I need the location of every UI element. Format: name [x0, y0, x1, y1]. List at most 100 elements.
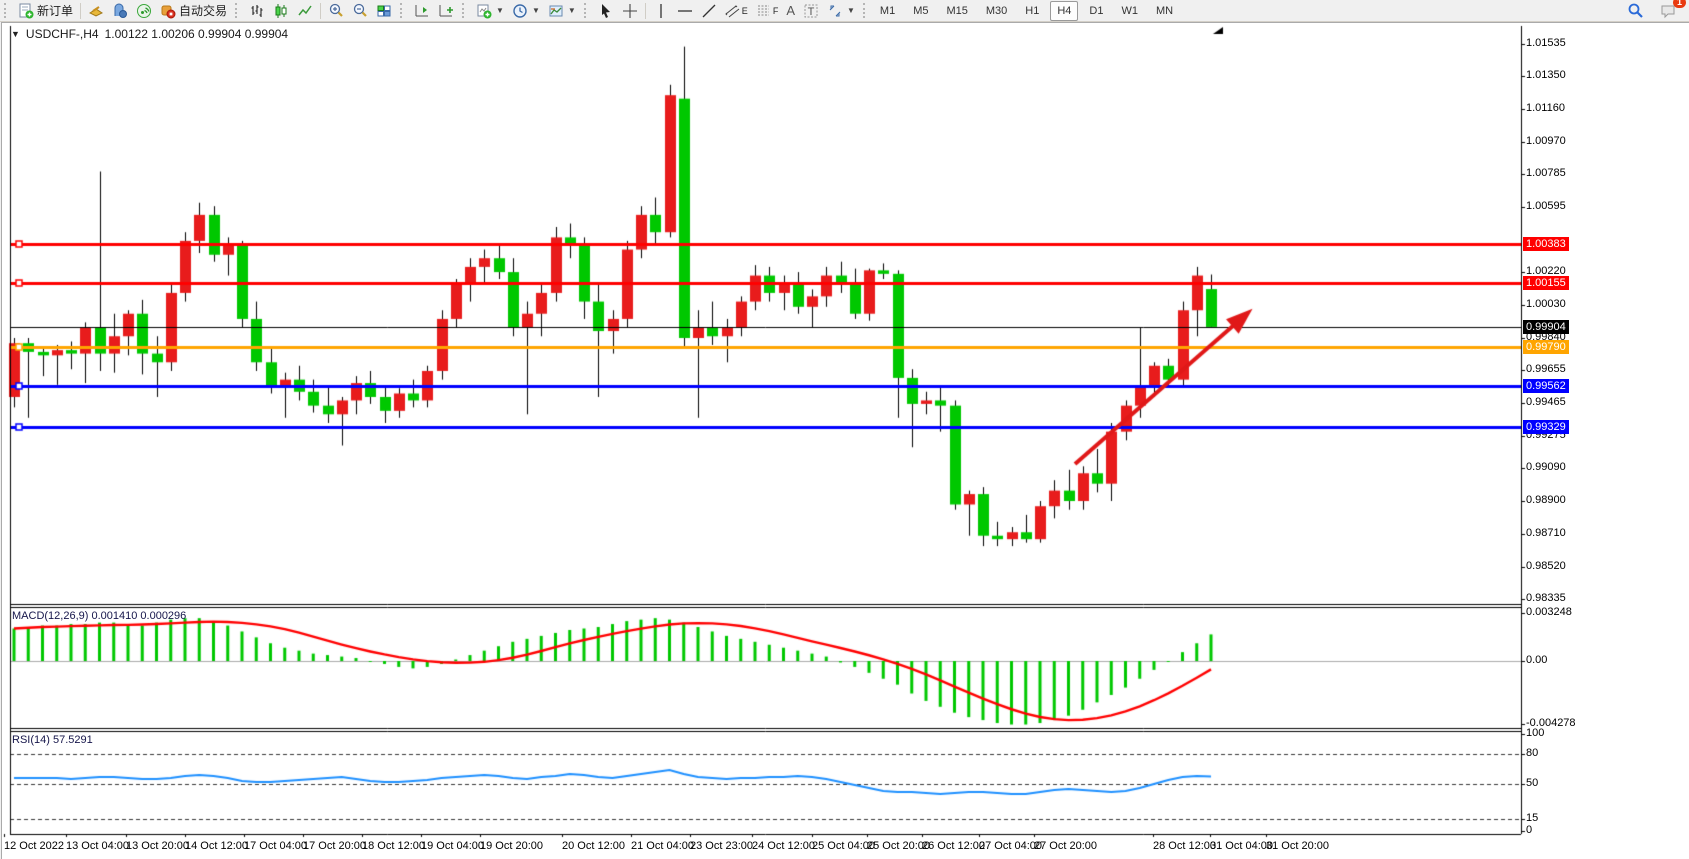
timeframe-m1[interactable]: M1	[879, 4, 896, 17]
toolbar-grip[interactable]	[583, 3, 591, 18]
toolbar-grip[interactable]	[462, 3, 469, 18]
time-axis-label: 17 Oct 04:00	[244, 840, 307, 852]
zoom-out-button[interactable]	[348, 1, 372, 21]
signals-button[interactable]	[132, 1, 156, 21]
price-line-badge: 1.00155	[1523, 276, 1569, 290]
crosshair-tool-button[interactable]	[618, 1, 642, 21]
signals-icon	[136, 3, 152, 19]
search-icon[interactable]	[1623, 1, 1648, 21]
price-tick-label: 0.99655	[1526, 363, 1566, 375]
trendline-tool-button[interactable]	[697, 1, 721, 21]
timeframe-m15[interactable]: M15	[946, 4, 968, 17]
svg-text:T: T	[808, 6, 815, 18]
dropdown-caret: ▼	[567, 6, 576, 15]
time-axis-label: 23 Oct 23:00	[690, 840, 753, 852]
macd-tick-label: 0.003248	[1526, 606, 1572, 618]
price-tick-label: 1.00030	[1526, 298, 1566, 310]
vertical-line-tool-button[interactable]	[649, 1, 673, 21]
text-tool-button[interactable]: A	[782, 1, 799, 21]
cursor-tool-button[interactable]	[594, 1, 618, 21]
collapse-ohlc-icon[interactable]: ▼	[11, 29, 20, 39]
chart-canvas[interactable]	[2, 23, 1689, 859]
candlestick-chart-button[interactable]	[269, 1, 293, 21]
text-tool-icon: A	[786, 3, 795, 18]
time-axis-label: 14 Oct 12:00	[185, 840, 248, 852]
candlestick-chart-icon	[273, 3, 289, 19]
dropdown-caret: ▼	[531, 6, 540, 15]
fibonacci-tool-button[interactable]: F	[752, 1, 783, 21]
line-chart-button[interactable]	[293, 1, 317, 21]
metaeditor-button[interactable]	[84, 1, 108, 21]
channel-tool-label: E	[741, 5, 748, 16]
line-chart-icon	[297, 3, 313, 19]
zoom-out-icon	[352, 3, 368, 19]
timeframe-mn[interactable]: MN	[1155, 4, 1174, 17]
fibonacci-icon	[756, 3, 772, 19]
time-axis-label: 27 Oct 04:00	[979, 840, 1042, 852]
rsi-tick-label: 100	[1526, 727, 1545, 739]
new-chart-button[interactable]: ▼	[472, 1, 508, 21]
toolbar-grip[interactable]	[235, 3, 242, 18]
new-order-button[interactable]: 新订单	[14, 1, 77, 21]
text-label-icon: T	[803, 3, 819, 19]
macd-indicator-label: MACD(12,26,9) 0.001410 0.000296	[12, 610, 187, 622]
time-axis-label: 13 Oct 04:00	[66, 840, 129, 852]
timeframe-m5[interactable]: M5	[913, 4, 929, 17]
price-line-badge: 1.00383	[1523, 237, 1569, 251]
bar-chart-button[interactable]	[245, 1, 269, 21]
market-button[interactable]	[108, 1, 132, 21]
templates-button[interactable]: ▼	[544, 1, 580, 21]
price-tick-label: 0.98520	[1526, 560, 1566, 572]
equidistant-channel-tool-button[interactable]: E	[721, 1, 752, 21]
timeframe-m30[interactable]: M30	[985, 4, 1008, 17]
time-axis-label: 19 Oct 20:00	[480, 840, 543, 852]
price-line-badge: 0.99790	[1523, 340, 1569, 354]
arrows-tool-icon	[827, 3, 843, 19]
rsi-tick-label: 80	[1526, 747, 1539, 759]
equidistant-channel-icon	[725, 3, 741, 19]
time-axis-label: 21 Oct 04:00	[631, 840, 694, 852]
rsi-indicator-label: RSI(14) 57.5291	[12, 734, 93, 746]
rsi-tick-label: 15	[1526, 812, 1539, 824]
toolbar-grip[interactable]	[4, 3, 11, 18]
new-order-icon	[18, 3, 34, 19]
timeframe-h4[interactable]: H4	[1050, 0, 1079, 21]
price-line-badge: 0.99904	[1523, 320, 1569, 334]
timeframe-group: M1 M5 M15 M30 H1 H4 D1 W1 MN	[873, 0, 1180, 21]
separator	[320, 2, 322, 19]
bar-chart-icon	[249, 3, 265, 19]
clock-icon	[512, 3, 528, 19]
time-axis-label: 31 Oct 04:00	[1210, 840, 1273, 852]
timeframe-d1[interactable]: D1	[1089, 4, 1104, 17]
horizontal-line-tool-button[interactable]	[673, 1, 697, 21]
time-axis-label: 13 Oct 20:00	[126, 840, 189, 852]
price-tick-label: 1.00595	[1526, 200, 1566, 212]
toolbar-grip[interactable]	[862, 3, 870, 18]
toolbar-grip[interactable]	[400, 3, 407, 18]
time-axis-label: 25 Oct 20:00	[867, 840, 930, 852]
time-axis-label: 19 Oct 04:00	[421, 840, 484, 852]
price-line-badge: 0.99329	[1523, 420, 1569, 434]
chart-ohlc-values: 1.00122 1.00206 0.99904 0.99904	[104, 27, 289, 41]
price-tick-label: 1.01535	[1526, 37, 1566, 49]
time-axis-label: 25 Oct 04:00	[812, 840, 875, 852]
price-tick-label: 1.00970	[1526, 135, 1566, 147]
auto-scroll-button[interactable]	[434, 1, 458, 21]
timeframe-h1[interactable]: H1	[1025, 4, 1040, 17]
notifications-icon[interactable]: 1	[1656, 0, 1686, 21]
arrows-tool-button[interactable]: ▼	[823, 1, 859, 21]
timeframe-w1[interactable]: W1	[1121, 4, 1138, 17]
auto-trading-button[interactable]: 自动交易	[156, 1, 231, 21]
price-tick-label: 1.00220	[1526, 265, 1566, 277]
tile-windows-button[interactable]	[372, 1, 396, 21]
separator	[80, 2, 82, 19]
periods-button[interactable]: ▼	[508, 1, 544, 21]
price-tick-label: 1.01160	[1526, 102, 1565, 114]
zoom-in-button[interactable]	[324, 1, 348, 21]
price-line-badge: 0.99562	[1523, 379, 1569, 393]
chart-shift-button[interactable]	[410, 1, 434, 21]
text-label-tool-button[interactable]: T	[799, 1, 823, 21]
time-axis-label: 20 Oct 12:00	[562, 840, 625, 852]
trendline-icon	[701, 3, 717, 19]
